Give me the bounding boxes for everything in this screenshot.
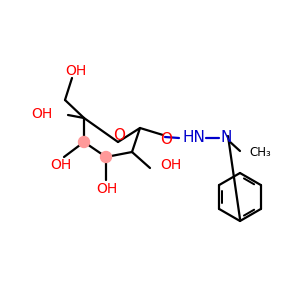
Text: O: O bbox=[113, 128, 125, 142]
Text: N: N bbox=[220, 130, 232, 145]
Circle shape bbox=[79, 136, 89, 148]
Text: OH: OH bbox=[50, 158, 72, 172]
Text: OH: OH bbox=[160, 158, 181, 172]
Text: OH: OH bbox=[65, 64, 87, 78]
Text: OH: OH bbox=[96, 182, 118, 196]
Text: OH: OH bbox=[32, 107, 53, 121]
Text: HN: HN bbox=[183, 130, 206, 145]
Text: CH₃: CH₃ bbox=[249, 146, 271, 158]
Circle shape bbox=[100, 152, 112, 163]
Text: O: O bbox=[160, 133, 172, 148]
